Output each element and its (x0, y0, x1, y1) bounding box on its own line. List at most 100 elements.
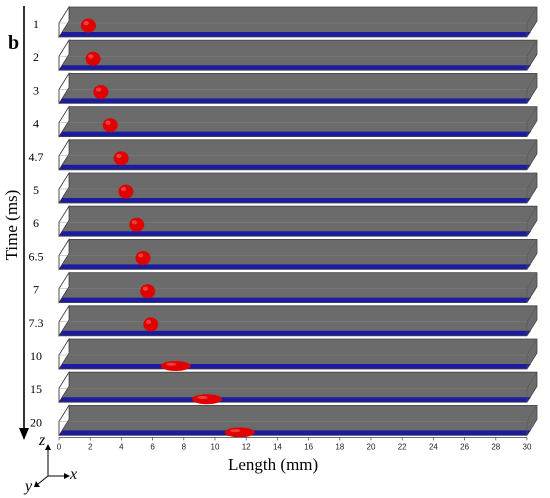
channel-outline (58, 73, 538, 104)
droplet-highlight (142, 286, 149, 291)
y-axis-arrow (37, 475, 49, 485)
channel-edge (526, 239, 538, 256)
channel-wall (59, 139, 537, 170)
channel-outline (58, 139, 538, 171)
channel-floor (59, 98, 531, 104)
time-label: 2 (33, 50, 39, 64)
droplet (160, 361, 191, 371)
channel-outline (58, 272, 538, 304)
droplet-highlight (105, 120, 111, 125)
channel-edge (526, 305, 538, 322)
channel-floor (59, 231, 531, 237)
x-tick-label: 28 (491, 442, 500, 451)
droplet-highlight (83, 21, 89, 26)
time-label: 15 (30, 382, 42, 396)
channel-edge (526, 272, 538, 289)
channel-wall (59, 7, 537, 37)
channel-floor (59, 65, 531, 71)
channel-wall (59, 239, 537, 270)
channel-outline (58, 404, 538, 436)
droplet (129, 217, 145, 232)
x-tick-label: 16 (304, 442, 313, 451)
y-coord-axis-label: y (25, 478, 33, 495)
droplet-highlight (166, 362, 177, 366)
channel-floor (59, 164, 531, 170)
droplet-highlight (145, 319, 152, 325)
channel-outline (58, 205, 538, 237)
time-arrow-head (19, 428, 29, 440)
panel-label: b (8, 32, 20, 54)
channel-outline (58, 238, 538, 270)
x-coord-axis-label: x (70, 466, 78, 483)
channel-floor (59, 364, 531, 369)
droplet (85, 51, 101, 66)
channel-wall (59, 206, 537, 237)
channel-floor (59, 397, 531, 403)
channel-outline (58, 338, 538, 370)
channel-outline (58, 106, 538, 138)
channel-edge (526, 6, 538, 24)
channel-floor (59, 32, 531, 37)
droplet (80, 18, 96, 33)
time-label: 10 (30, 349, 42, 363)
droplet (224, 427, 255, 438)
channel-wall (59, 73, 537, 104)
droplet-highlight (229, 429, 241, 433)
time-label: 3 (33, 83, 39, 97)
x-axis-label: Length (mm) (228, 455, 319, 474)
y-axis-label: Time (ms) (2, 189, 21, 261)
droplet-highlight (88, 54, 94, 59)
channel-wall (59, 305, 537, 336)
channel-wall (59, 40, 537, 71)
droplet-highlight (197, 395, 208, 399)
time-label: 7.3 (29, 316, 44, 330)
channel-edge (526, 106, 538, 123)
x-tick-label: 18 (335, 442, 344, 451)
droplet-highlight (131, 220, 138, 225)
time-label: 6.5 (29, 249, 44, 263)
channel-wall (59, 173, 537, 203)
y-axis-arrow-head (34, 481, 40, 487)
droplet-highlight (138, 253, 144, 258)
droplet (191, 394, 222, 405)
channel-floor (59, 131, 531, 137)
channel-edge (526, 139, 538, 156)
x-tick-label: 20 (367, 442, 376, 451)
z-axis-arrow-head (45, 444, 51, 450)
channel-wall (59, 405, 537, 436)
droplet (113, 151, 129, 166)
x-tick-label: 2 (88, 442, 93, 451)
x-tick-label: 26 (460, 442, 469, 451)
channel-edge (526, 73, 538, 90)
channel-wall (59, 106, 537, 137)
channel-edge (526, 405, 538, 422)
channel-outline (58, 6, 538, 38)
time-label: 4.7 (29, 150, 44, 164)
time-label: 4 (33, 117, 39, 131)
channel-edge (526, 172, 538, 190)
x-tick-label: 6 (150, 442, 155, 451)
time-label: 1 (33, 17, 39, 31)
x-tick-label: 4 (119, 442, 124, 451)
channel-wall (59, 272, 537, 303)
x-tick-label: 22 (398, 442, 407, 451)
x-tick-label: 8 (182, 442, 187, 451)
droplet (102, 118, 118, 133)
channel-outline (58, 172, 538, 204)
droplet-highlight (120, 187, 127, 192)
x-tick-label: 24 (429, 442, 438, 451)
channel-edge (526, 372, 538, 389)
droplet (93, 85, 109, 99)
x-axis-arrow-head (64, 473, 70, 479)
channel-floor (59, 198, 531, 203)
x-tick-label: 14 (273, 442, 282, 451)
droplet-highlight (96, 87, 102, 92)
channel-outline (58, 305, 538, 337)
time-label: 5 (33, 183, 39, 197)
channel-floor (59, 264, 531, 270)
x-tick-label: 0 (57, 442, 62, 451)
droplet (140, 284, 156, 299)
channel-outline (58, 371, 538, 403)
droplet (118, 184, 134, 199)
